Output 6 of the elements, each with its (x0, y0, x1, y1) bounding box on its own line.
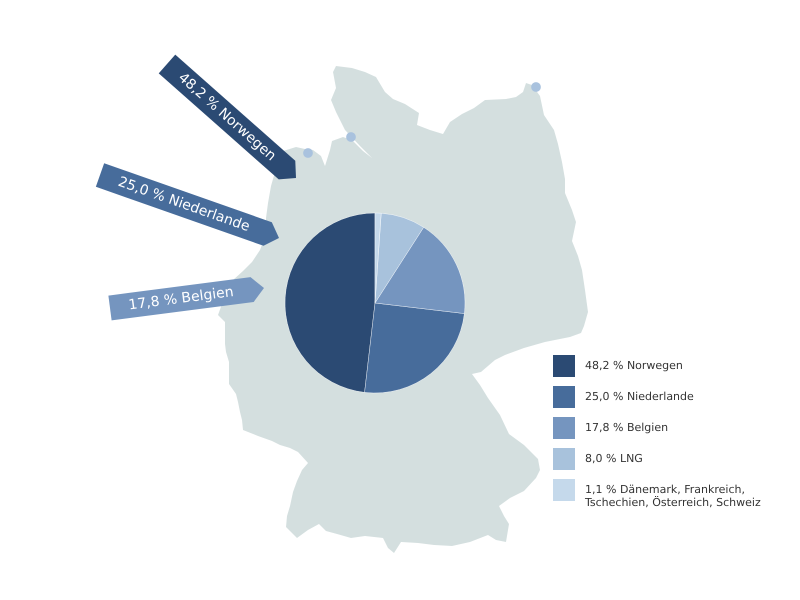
legend-label: 1,1 % Dänemark, Frankreich, Tschechien, Österreich, Schweiz (584, 483, 761, 509)
legend-label: 25,0 % Niederlande (585, 390, 694, 403)
legend-label: 17,8 % Belgien (585, 421, 668, 434)
legend-label: 48,2 % Norwegen (585, 359, 683, 372)
legend-label: 8,0 % LNG (585, 452, 643, 465)
text: 17,8 % Belgien (128, 284, 235, 314)
